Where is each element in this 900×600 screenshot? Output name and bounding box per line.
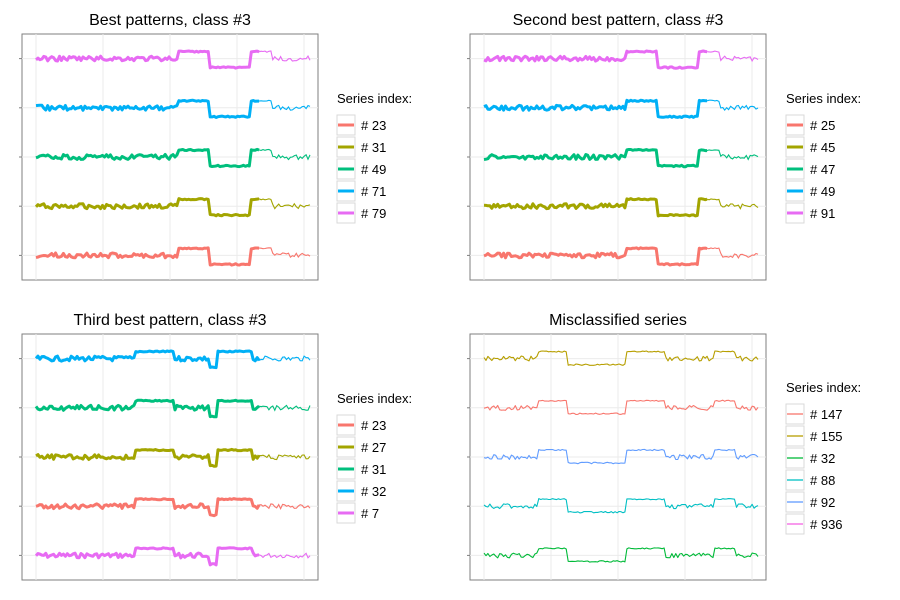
- series-line-5: [483, 246, 708, 267]
- legend-label: # 31: [361, 462, 386, 477]
- series-line-3: [35, 447, 261, 468]
- legend-title: Series index:: [337, 91, 412, 106]
- legend-title: Series index:: [786, 380, 861, 395]
- legend-label: # 7: [361, 506, 379, 521]
- legend-title: Series index:: [337, 391, 412, 406]
- series-line-2: [483, 399, 759, 416]
- legend: Series index: # 147 # 155 # 32 # 88 # 92 # 936: [785, 380, 861, 535]
- legend-label: # 27: [361, 440, 386, 455]
- legend-label: # 88: [810, 473, 835, 488]
- series-line-tail-1: [258, 355, 311, 362]
- series-line-tail-5: [707, 247, 759, 259]
- series-line-5: [483, 547, 759, 563]
- series-line-tail-3: [258, 148, 311, 161]
- series-line-tail-1: [258, 50, 311, 62]
- series-line-tail-5: [258, 552, 311, 559]
- series-line-4: [483, 498, 759, 514]
- series-line-1: [483, 49, 708, 70]
- series-line-4: [34, 197, 260, 218]
- chart-panel-2: Second best pattern, class #3 Series inde…: [467, 12, 861, 281]
- series-line-tail-4: [259, 503, 311, 511]
- series-line-3: [483, 448, 759, 465]
- series-line-tail-1: [707, 50, 759, 63]
- chart-title: Best patterns, class #3: [89, 12, 251, 29]
- legend-label: # 32: [361, 484, 386, 499]
- legend-label: # 23: [361, 418, 386, 433]
- legend-label: # 49: [361, 162, 386, 177]
- legend-label: # 49: [810, 184, 835, 199]
- series-line-5: [35, 246, 260, 267]
- legend-label: # 47: [810, 162, 835, 177]
- legend: Series index: # 25 # 45 # 47 # 49 # 91: [785, 91, 861, 224]
- grid-lines: [467, 334, 766, 580]
- legend-label: # 91: [810, 206, 835, 221]
- legend-label: # 92: [810, 495, 835, 510]
- series-line-5: [34, 546, 260, 567]
- series-line-tail-2: [258, 404, 311, 412]
- legend-title: Series index:: [786, 91, 861, 106]
- series-line-tail-4: [258, 198, 311, 210]
- chart-title: Third best pattern, class #3: [74, 312, 267, 329]
- series-line-tail-3: [706, 149, 759, 161]
- series-line-4: [483, 197, 708, 218]
- series-line-1: [35, 49, 260, 70]
- legend: Series index: # 23 # 31 # 49 # 71 # 79: [336, 91, 412, 224]
- series-line-2: [35, 98, 260, 119]
- chart-title: Second best pattern, class #3: [513, 12, 724, 29]
- chart-panel-3: Third best pattern, class #3 Series index…: [19, 312, 412, 581]
- legend-label: # 32: [810, 451, 835, 466]
- legend-label: # 23: [361, 118, 386, 133]
- legend-label: # 155: [810, 429, 843, 444]
- legend-label: # 45: [810, 140, 835, 155]
- legend-label: # 71: [361, 184, 386, 199]
- series-line-1: [483, 350, 759, 366]
- legend-label: # 25: [810, 118, 835, 133]
- series-line-3: [483, 148, 708, 169]
- series-line-4: [35, 497, 261, 518]
- series-line-tail-4: [706, 198, 759, 210]
- series-line-tail-2: [259, 99, 311, 111]
- series-line-tail-2: [706, 99, 759, 111]
- chart-title: Misclassified series: [549, 312, 687, 329]
- legend-label: # 147: [810, 407, 843, 422]
- chart-panel-4: Misclassified series Series index: # 147 # …: [467, 312, 861, 581]
- series-line-2: [34, 398, 260, 419]
- series-line-2: [483, 98, 708, 119]
- series-line-1: [34, 349, 261, 370]
- series-line-tail-5: [259, 247, 311, 259]
- legend-label: # 936: [810, 517, 843, 532]
- series-line-3: [35, 147, 260, 169]
- legend-label: # 31: [361, 140, 386, 155]
- series-line-tail-3: [259, 453, 311, 461]
- legend: Series index: # 23 # 27 # 31 # 32 # 7: [336, 391, 412, 524]
- legend-label: # 79: [361, 206, 386, 221]
- chart-panel-1: Best patterns, class #3 Series index: # 23…: [19, 12, 412, 281]
